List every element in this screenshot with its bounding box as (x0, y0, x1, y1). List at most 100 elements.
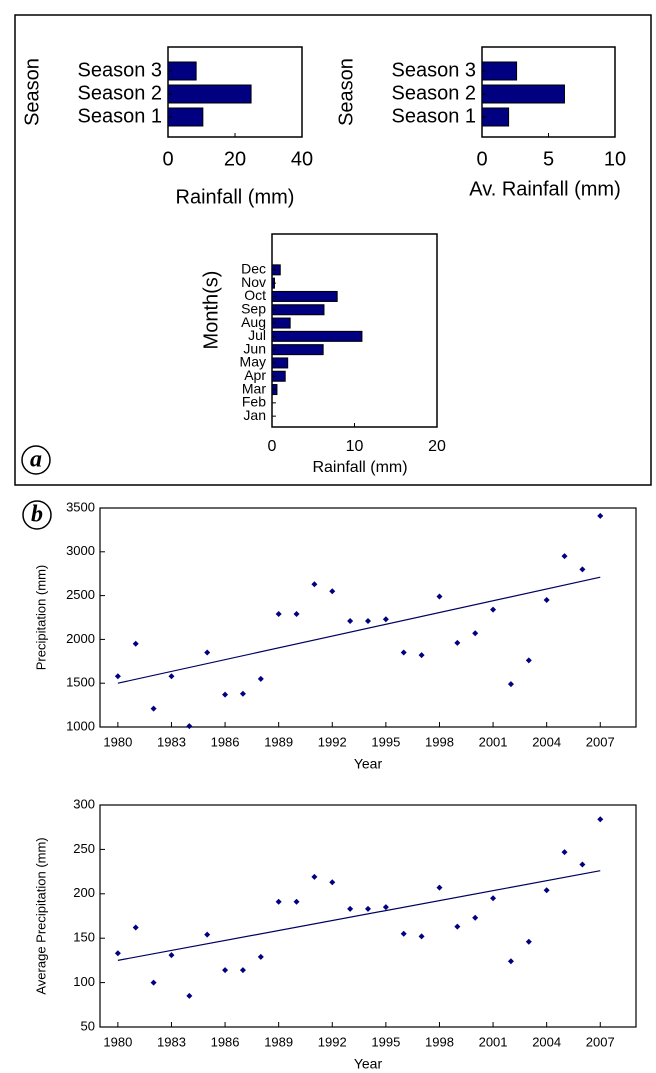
x-tick-label: 2007 (586, 1034, 615, 1049)
y-tick-label: Feb (242, 394, 266, 410)
point (114, 950, 121, 957)
point (168, 673, 175, 680)
point (525, 938, 532, 945)
point (275, 898, 282, 905)
y-tick-label: Season 1 (77, 105, 162, 127)
x-tick-label: 2001 (479, 1034, 508, 1049)
point (507, 681, 514, 688)
trend-line (117, 870, 601, 961)
point (347, 905, 354, 912)
y-tick-label: Season 1 (391, 105, 476, 127)
point (114, 673, 121, 680)
point (454, 639, 461, 646)
y-tick-label: Nov (241, 274, 266, 290)
x-tick-label: 1989 (264, 734, 293, 749)
x-axis-title: Rainfall (mm) (312, 459, 407, 476)
point (347, 618, 354, 625)
x-tick-label: 0 (476, 148, 487, 170)
x-tick-label: 1989 (264, 1034, 293, 1049)
y-tick-label: Jan (243, 407, 266, 423)
point (293, 610, 300, 617)
point (222, 967, 229, 974)
point (204, 649, 211, 656)
point (186, 992, 193, 999)
point (579, 861, 586, 868)
panel-badge (22, 500, 52, 530)
point (132, 924, 139, 931)
x-tick-label: 1983 (157, 1034, 186, 1049)
point (365, 905, 371, 912)
y-tick-label: 1500 (66, 675, 95, 690)
y-tick-label: Season 2 (77, 82, 162, 104)
bar (271, 330, 363, 342)
y-axis-title: Season (335, 58, 357, 126)
x-tick-label: 1998 (425, 1034, 454, 1049)
panel-frame (14, 14, 652, 486)
y-tick-label: 3500 (66, 499, 95, 514)
y-tick-label: Oct (244, 287, 266, 303)
point (454, 923, 461, 930)
y-axis-title: Average Precipitation (mm) (33, 837, 48, 994)
point (150, 979, 157, 986)
point (275, 610, 282, 617)
y-tick-label: 250 (73, 841, 95, 856)
x-tick-label: 1995 (371, 734, 400, 749)
plot-frame (99, 507, 637, 728)
y-tick-label: 150 (73, 930, 95, 945)
y-tick-label: 200 (73, 885, 95, 900)
point (561, 553, 568, 560)
point (382, 616, 389, 623)
plot-frame (271, 233, 438, 428)
x-tick-label: 2007 (586, 734, 615, 749)
point (400, 649, 407, 656)
y-tick-label: 1000 (66, 718, 95, 733)
bar (481, 61, 518, 81)
point (400, 930, 407, 937)
point (543, 596, 550, 603)
point (311, 873, 318, 880)
x-tick-label: 20 (224, 148, 246, 170)
plot-frame (99, 804, 637, 1028)
x-tick-label: 1995 (371, 1034, 400, 1049)
point (561, 849, 568, 856)
x-tick-label: 2004 (532, 734, 561, 749)
y-axis-title: Precipitation (mm) (33, 565, 48, 670)
x-tick-label: 1992 (318, 1034, 347, 1049)
point (507, 958, 514, 965)
x-tick-label: 1986 (211, 1034, 240, 1049)
trend-line (117, 576, 601, 684)
x-tick-label: 2001 (479, 734, 508, 749)
point (418, 652, 425, 659)
x-tick-label: 20 (428, 438, 446, 455)
bar (167, 61, 197, 81)
panel-label: a (30, 447, 42, 473)
point (293, 898, 300, 905)
y-axis-title: Month(s) (200, 271, 222, 350)
x-tick-label: 10 (346, 438, 364, 455)
y-tick-label: 100 (73, 974, 95, 989)
point (186, 723, 193, 730)
y-tick-label: Season 3 (391, 59, 476, 81)
x-tick-label: 10 (604, 148, 626, 170)
x-axis-title: Year (354, 756, 383, 772)
x-tick-label: 1983 (157, 734, 186, 749)
y-tick-label: Dec (241, 261, 266, 277)
panel-badge (21, 445, 51, 475)
y-axis-title: Season (21, 58, 43, 126)
point (472, 630, 479, 637)
x-tick-label: 1980 (103, 1034, 132, 1049)
point (472, 914, 479, 921)
x-tick-label: 0 (162, 148, 173, 170)
y-tick-label: Jul (248, 327, 266, 343)
point (525, 657, 532, 664)
x-axis-title: Year (354, 1056, 383, 1072)
point (490, 606, 497, 613)
y-tick-label: 50 (81, 1018, 95, 1033)
y-tick-label: Season 3 (77, 59, 162, 81)
point (436, 593, 443, 600)
point (579, 566, 586, 573)
x-tick-label: 5 (543, 148, 554, 170)
point (239, 690, 246, 697)
y-tick-label: Season 2 (391, 82, 476, 104)
